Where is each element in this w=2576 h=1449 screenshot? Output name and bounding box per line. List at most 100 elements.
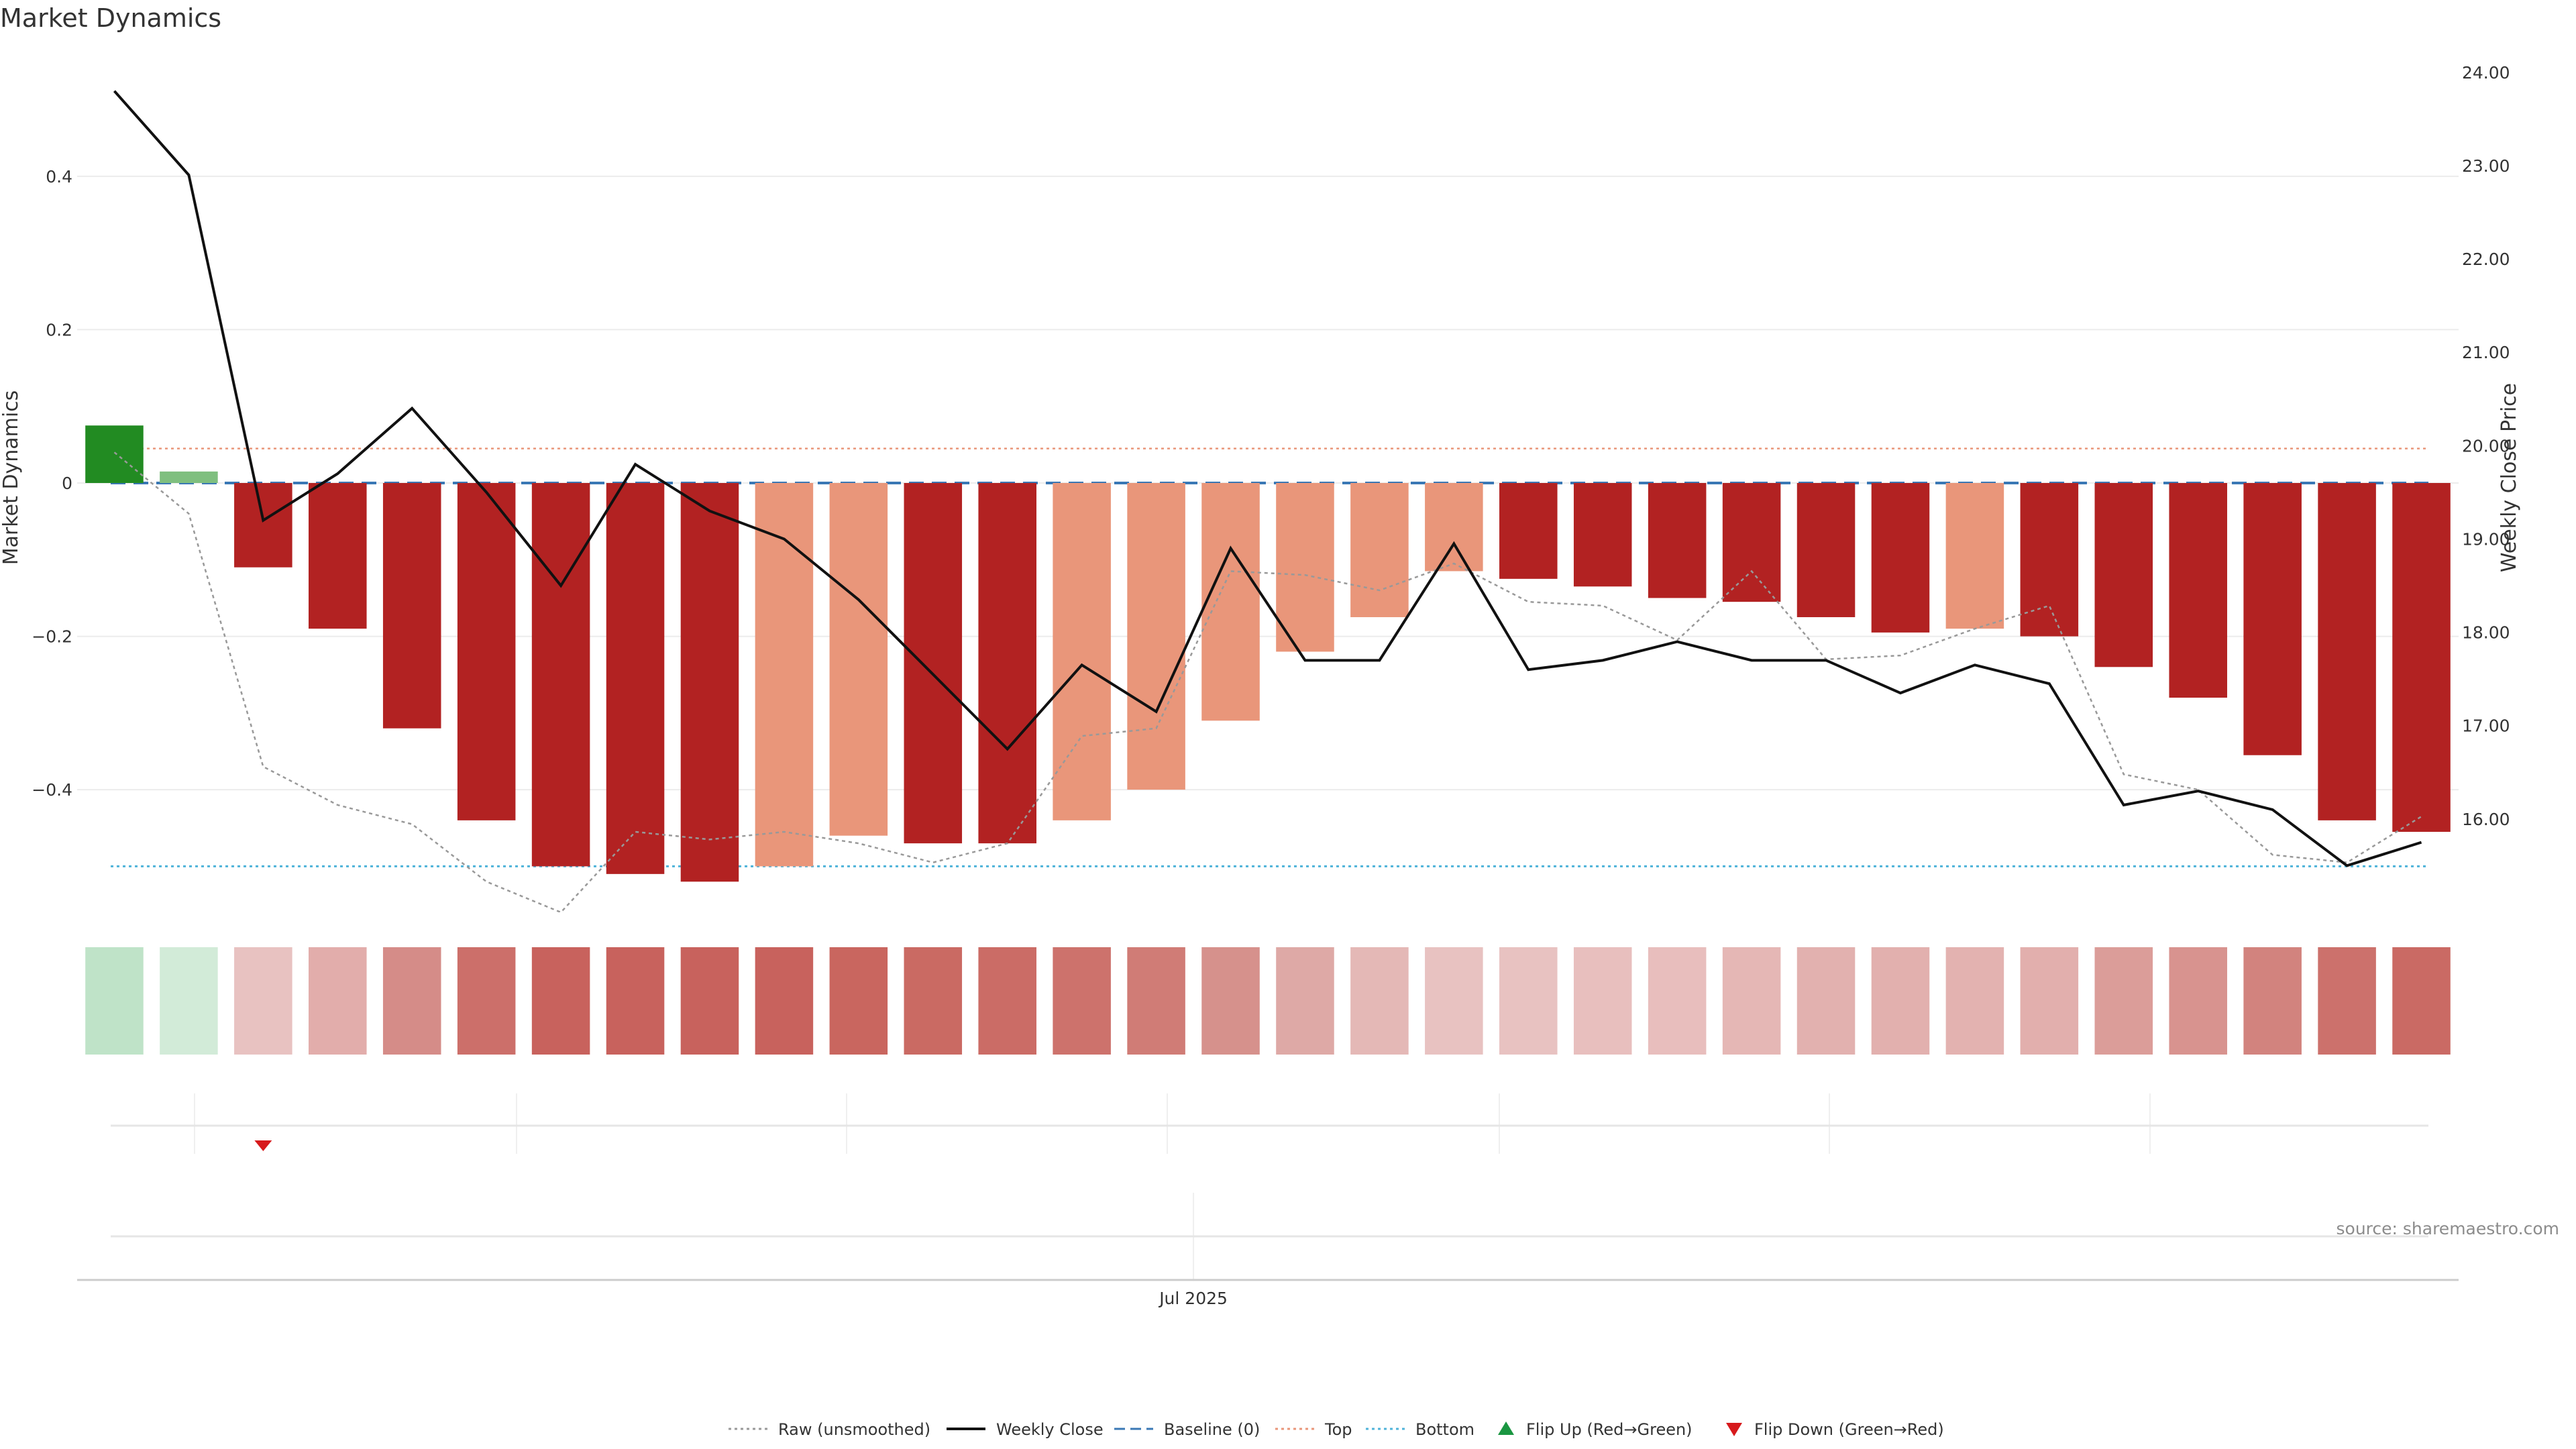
bar bbox=[1127, 483, 1185, 790]
bar bbox=[234, 483, 292, 568]
bar bbox=[1499, 483, 1558, 579]
bar bbox=[1276, 483, 1334, 652]
left-tick-label: −0.4 bbox=[32, 780, 72, 800]
heat-cell bbox=[1425, 947, 1483, 1055]
bar bbox=[2094, 483, 2153, 667]
bar bbox=[2318, 483, 2376, 820]
heat-cell bbox=[309, 947, 367, 1055]
legend-label: Baseline (0) bbox=[1164, 1420, 1260, 1439]
right-y-axis: 24.00 23.00 22.00 21.00 20.00 19.00 18.00 17.00… bbox=[2462, 63, 2510, 829]
bar bbox=[829, 483, 888, 836]
legend-label: Weekly Close bbox=[996, 1420, 1104, 1439]
heat-cell bbox=[2094, 947, 2153, 1055]
heat-cell bbox=[2243, 947, 2302, 1055]
heat-cell bbox=[382, 947, 441, 1055]
heat-cell bbox=[457, 947, 516, 1055]
left-tick-label: 0 bbox=[62, 474, 72, 493]
left-axis-label: Market Dynamics bbox=[0, 390, 23, 566]
bar bbox=[2169, 483, 2227, 698]
bar bbox=[309, 483, 367, 629]
heat-cell bbox=[1871, 947, 1930, 1055]
heat-cell bbox=[904, 947, 963, 1055]
bar bbox=[680, 483, 739, 882]
bar bbox=[1201, 483, 1260, 721]
bar bbox=[382, 483, 441, 729]
bar bbox=[2020, 483, 2079, 637]
legend-marker-flip-up bbox=[1498, 1421, 1514, 1435]
bar bbox=[457, 483, 516, 820]
bar bbox=[1573, 483, 1632, 587]
heat-cell bbox=[2392, 947, 2451, 1055]
heat-cell bbox=[1053, 947, 1111, 1055]
bar bbox=[1871, 483, 1930, 633]
right-tick-label: 17.00 bbox=[2462, 716, 2510, 736]
bar bbox=[2243, 483, 2302, 755]
right-tick-label: 23.00 bbox=[2462, 156, 2510, 176]
right-tick-label: 18.00 bbox=[2462, 623, 2510, 643]
bar bbox=[755, 483, 814, 867]
bar bbox=[1945, 483, 2004, 629]
left-tick-label: 0.2 bbox=[46, 320, 72, 339]
bar bbox=[85, 425, 144, 483]
right-tick-label: 19.00 bbox=[2462, 529, 2510, 549]
bar bbox=[160, 471, 218, 483]
heat-cell bbox=[531, 947, 590, 1055]
heat-cell bbox=[1796, 947, 1856, 1055]
right-tick-label: 16.00 bbox=[2462, 810, 2510, 829]
right-tick-label: 22.00 bbox=[2462, 250, 2510, 269]
flip-panel bbox=[111, 1093, 2428, 1154]
series-lines bbox=[113, 90, 2422, 912]
heat-cell bbox=[1350, 947, 1409, 1055]
bar bbox=[904, 483, 963, 844]
heat-cell bbox=[234, 947, 292, 1055]
x-tick-label: Jul 2025 bbox=[1158, 1289, 1228, 1308]
heat-cell bbox=[978, 947, 1036, 1055]
right-tick-label: 24.00 bbox=[2462, 63, 2510, 83]
bar bbox=[1350, 483, 1409, 617]
x-axis: Jul 2025 bbox=[77, 1193, 2459, 1308]
chart-title: Market Dynamics bbox=[0, 3, 221, 33]
left-tick-label: −0.2 bbox=[32, 627, 72, 647]
heat-cell bbox=[160, 947, 218, 1055]
legend-label: Flip Down (Green→Red) bbox=[1754, 1420, 1944, 1439]
right-tick-label: 20.00 bbox=[2462, 436, 2510, 455]
heat-cell bbox=[829, 947, 888, 1055]
legend-label: Bottom bbox=[1415, 1420, 1474, 1439]
bar bbox=[2392, 483, 2451, 832]
weekly-close-line bbox=[113, 90, 2422, 867]
flip-down-marker bbox=[254, 1140, 272, 1151]
heat-cell bbox=[1127, 947, 1185, 1055]
heat-cell bbox=[2318, 947, 2376, 1055]
right-tick-label: 21.00 bbox=[2462, 343, 2510, 362]
legend-label: Flip Up (Red→Green) bbox=[1526, 1420, 1693, 1439]
heat-cell bbox=[1499, 947, 1558, 1055]
right-axis-label: Weekly Close Price bbox=[2498, 383, 2521, 572]
legend-marker-flip-down bbox=[1726, 1423, 1742, 1436]
heat-cell bbox=[1945, 947, 2004, 1055]
bar bbox=[1053, 483, 1111, 820]
legend-label: Raw (unsmoothed) bbox=[778, 1420, 930, 1439]
heat-cell bbox=[606, 947, 665, 1055]
heat-cell bbox=[2169, 947, 2227, 1055]
legend-label: Top bbox=[1324, 1420, 1352, 1439]
bars bbox=[85, 425, 2451, 882]
bar bbox=[978, 483, 1036, 844]
heat-cell bbox=[1573, 947, 1632, 1055]
bar bbox=[531, 483, 590, 867]
bar bbox=[1722, 483, 1781, 602]
bar bbox=[1648, 483, 1707, 598]
heat-cell bbox=[1276, 947, 1334, 1055]
heat-cell bbox=[2020, 947, 2079, 1055]
heat-cell bbox=[1722, 947, 1781, 1055]
bar bbox=[1425, 483, 1483, 572]
left-tick-label: 0.4 bbox=[46, 167, 72, 186]
heat-cell bbox=[680, 947, 739, 1055]
heat-cell bbox=[1648, 947, 1707, 1055]
heat-cell bbox=[1201, 947, 1260, 1055]
source-note: source: sharemaestro.com bbox=[2337, 1219, 2560, 1238]
heat-strip bbox=[85, 947, 2451, 1055]
heat-cell bbox=[755, 947, 814, 1055]
bar bbox=[1796, 483, 1856, 617]
bar bbox=[606, 483, 665, 874]
